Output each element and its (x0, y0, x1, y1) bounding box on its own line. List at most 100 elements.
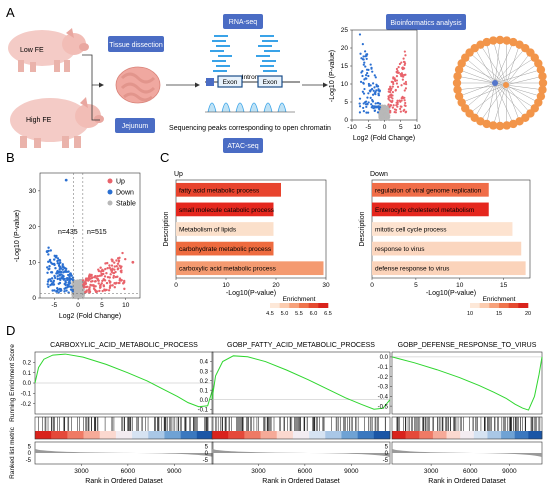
mini-volcano-point (399, 107, 402, 110)
mini-volcano-point (371, 93, 375, 96)
volcano-point (66, 278, 69, 281)
bar-x-tick-label: 15 (500, 282, 508, 289)
volcano-point (115, 281, 118, 285)
volcano-point (98, 289, 101, 293)
gsea-y-tick-label: 0.1 (200, 388, 209, 394)
mini-volcano-point (367, 74, 370, 78)
seq-to-analysis-arrow (302, 82, 328, 88)
mini-volcano-point (374, 76, 377, 79)
volcano-point (71, 278, 75, 282)
mini-volcano-point (404, 54, 407, 57)
mini-volcano-point (400, 105, 403, 108)
mini-volcano-point (404, 101, 407, 105)
volcano-point (71, 282, 74, 286)
gsea-rank-heat (260, 431, 278, 439)
gsea-title: GOBP_FATTY_ACID_METABOLIC_PROCESS (227, 342, 375, 349)
mini-volcano-point (361, 43, 364, 46)
enrichment-bar (176, 182, 281, 197)
volcano-point (102, 278, 105, 281)
mini-volcano-x-tick-label: -10 (347, 124, 357, 131)
network-edge (494, 82, 501, 127)
mini-volcano-ylabel: -Log10 (P-value) (329, 50, 336, 102)
mini-volcano-point (374, 93, 377, 96)
volcano-y-ticks: 0 10 20 30 (29, 188, 40, 302)
volcano-point (75, 290, 78, 294)
volcano-point (65, 289, 68, 292)
enrichment-term-label: response to virus (375, 246, 425, 253)
gsea-rank-heat (228, 431, 245, 439)
enrichment-legend-swatch (489, 303, 500, 308)
volcano-point (60, 289, 63, 292)
volcano-point (81, 279, 85, 282)
mini-volcano-point (358, 33, 362, 36)
enrichment-legend-swatch (518, 303, 529, 308)
volcano-point (52, 262, 56, 266)
mini-volcano-point (381, 114, 384, 117)
gsea-metric-tick-label: 0 (205, 451, 209, 457)
enrichment-bar (372, 202, 489, 217)
panel-label-b: B (6, 150, 15, 165)
mini-volcano-point (358, 111, 362, 114)
volcano-point (50, 271, 54, 274)
mini-volcano-point (404, 87, 407, 90)
mini-volcano-point (404, 104, 407, 107)
network-node (489, 36, 498, 45)
network-node (536, 65, 546, 74)
mini-volcano-point (358, 105, 362, 108)
enrichment-term-label: mitotic cell cycle process (375, 227, 447, 234)
network-edge (465, 82, 496, 109)
mini-volcano-point (403, 89, 406, 92)
mini-volcano-point (363, 78, 366, 81)
legend-marker-down (107, 189, 113, 195)
mini-volcano-point (397, 71, 400, 74)
mini-volcano-point (401, 75, 404, 78)
mini-volcano-x-tick-label: 10 (413, 124, 421, 131)
gsea-x-tick-label: 9000 (502, 468, 517, 475)
volcano-point (73, 294, 76, 298)
mini-volcano-point (369, 63, 372, 66)
enrichment-term-label: defense response to virus (375, 266, 450, 273)
gsea-y-tick-label: 0.1 (23, 371, 32, 377)
gsea-rank-heat (432, 431, 447, 439)
mini-volcano-point (402, 109, 405, 113)
volcano-point (99, 270, 102, 273)
mini-volcano-point (365, 105, 368, 108)
bar-ylabel: Description (163, 211, 170, 246)
volcano-point (115, 264, 118, 268)
gsea-rank-heat (473, 431, 488, 439)
mini-volcano-point (397, 66, 400, 69)
mini-volcano-point (361, 74, 364, 78)
enrichment-bar (176, 222, 274, 236)
network-edge (469, 52, 507, 86)
mini-volcano-point (378, 118, 381, 121)
volcano-point (97, 269, 101, 273)
mini-volcano-point (385, 106, 389, 109)
mini-volcano-point (358, 97, 362, 100)
gsea-xlabel: Rank in Ordered Dataset (85, 478, 162, 485)
network-node (489, 121, 498, 130)
network-node (502, 121, 511, 130)
enrichment-term-label: small molecule catabolic process (179, 207, 275, 214)
mini-volcano-point (401, 78, 404, 81)
gsea-y-tick-label: 0.0 (23, 381, 32, 387)
enrichment-bar (372, 241, 522, 256)
enrichment-legend-swatch (499, 303, 509, 308)
mini-volcano-x-tick-label: 5 (399, 124, 403, 131)
gsea-metric-area (392, 448, 542, 458)
mini-volcano-point (386, 108, 389, 111)
enrichment-term-label: Enterocyte cholesterol metabolism (375, 207, 474, 214)
enrichment-legend-tick: 15 (496, 311, 502, 317)
network-edge (457, 84, 507, 90)
volcano-point (111, 284, 114, 287)
gsea-rank-heat (212, 431, 229, 439)
legend-marker-up (107, 178, 113, 184)
volcano-point (101, 268, 104, 272)
gsea-es-ylabel: Running Enrichment Score (9, 344, 16, 422)
up-count-label: n=515 (87, 229, 107, 236)
network-edge (494, 82, 514, 124)
volcano-point (88, 290, 91, 293)
mini-volcano-point (365, 68, 369, 71)
volcano-point (61, 265, 65, 269)
volcano-point (58, 267, 61, 271)
gsea-y-tick-label: 0.2 (200, 379, 209, 385)
